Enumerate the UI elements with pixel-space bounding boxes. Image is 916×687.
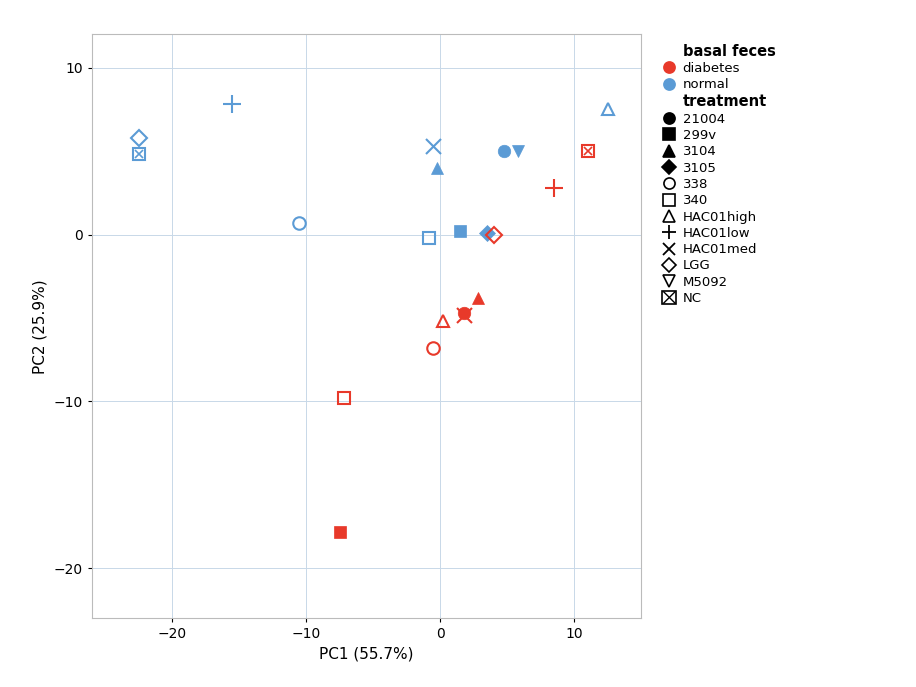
Y-axis label: PC2 (25.9%): PC2 (25.9%) (33, 279, 48, 374)
X-axis label: PC1 (55.7%): PC1 (55.7%) (319, 647, 414, 662)
Legend: basal feces, diabetes, normal, treatment, 21004, 299v, 3104, 3105, 338, 340, HAC: basal feces, diabetes, normal, treatment… (659, 41, 778, 308)
